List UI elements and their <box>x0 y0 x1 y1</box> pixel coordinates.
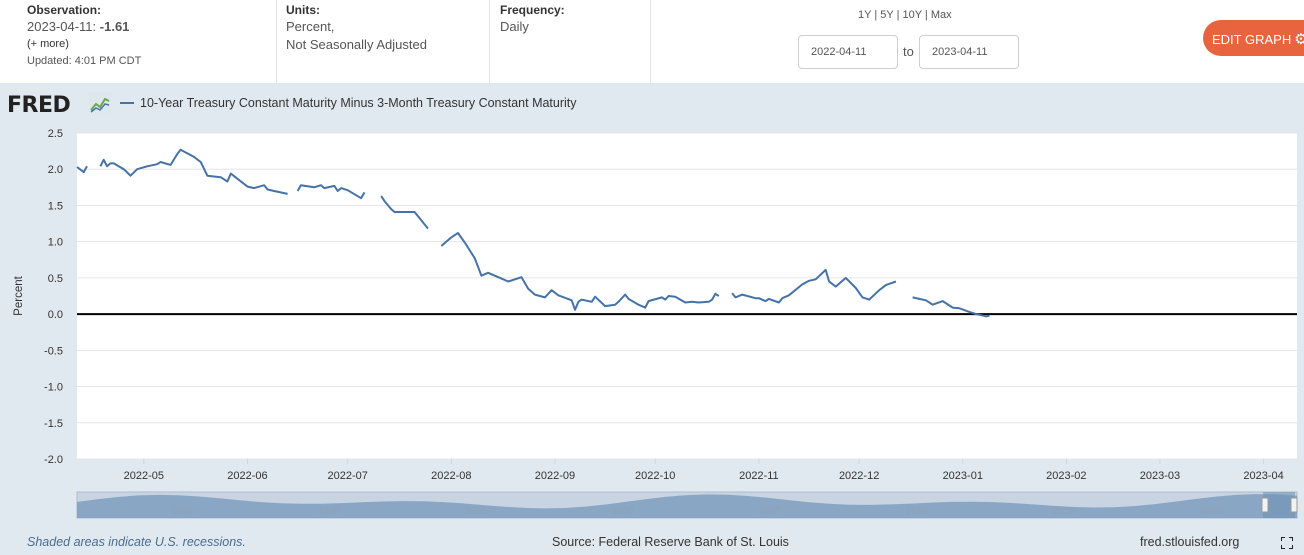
plot-area <box>77 133 1297 459</box>
x-tick-label: 2022-05 <box>124 470 164 482</box>
legend-series-name: 10-Year Treasury Constant Maturity Minus… <box>140 96 577 110</box>
navigator-tick-label: 1995 <box>465 506 488 517</box>
series-line-segment <box>731 268 897 304</box>
navigator-tick-label: 2010 <box>906 506 929 517</box>
observation-label: Observation: <box>27 3 102 17</box>
x-tick-label: 2022-12 <box>839 470 879 482</box>
y-tick-label: -0.5 <box>44 345 63 357</box>
x-tick-label: 2022-11 <box>739 470 779 482</box>
x-tick-label: 2023-04 <box>1243 470 1283 482</box>
y-axis-label: Percent <box>13 275 25 315</box>
range-links: 1Y | 5Y | 10Y | Max <box>858 9 952 21</box>
x-tick-label: 2023-03 <box>1140 470 1180 482</box>
x-tick-label: 2022-09 <box>535 470 575 482</box>
recession-note: Shaded areas indicate U.S. recessions. <box>27 535 246 549</box>
navigator-tick-label: 2005 <box>759 506 782 517</box>
series-line-segment <box>440 232 720 311</box>
fred-logo: FRED <box>7 93 71 118</box>
series-line-segment <box>912 296 990 318</box>
range-1y-link[interactable]: 1Y <box>858 9 872 21</box>
y-tick-label: 2.5 <box>48 128 63 140</box>
range-max-link[interactable]: Max <box>930 9 952 21</box>
end-date-input[interactable]: 2023-04-11 <box>919 35 1019 69</box>
y-tick-label: -1.5 <box>44 418 63 430</box>
x-tick-label: 2023-02 <box>1046 470 1086 482</box>
edit-graph-label: EDIT GRAPH <box>1212 32 1292 47</box>
x-tick-label: 2022-06 <box>227 470 267 482</box>
range-5y-link[interactable]: 5Y <box>880 9 894 21</box>
series-line-segment <box>296 184 366 200</box>
frequency-label: Frequency: <box>500 3 565 17</box>
navigator-series <box>77 494 1297 518</box>
x-tick-label: 2022-10 <box>635 470 675 482</box>
frequency-panel: Frequency: Daily <box>490 0 651 83</box>
navigator-tick-label: 1990 <box>318 506 341 517</box>
navigator-handle-right <box>1290 497 1298 513</box>
navigator-tick-label: 1985 <box>171 506 194 517</box>
y-tick-label: -2.0 <box>44 454 63 466</box>
observation-panel: Observation: 2023-04-11: -1.61 (+ more) … <box>0 0 277 83</box>
y-tick-label: 0.5 <box>48 273 63 285</box>
y-tick-label: 0.0 <box>48 309 63 321</box>
navigator-tick-label: 2015 <box>1053 506 1076 517</box>
frequency-value: Daily <box>500 19 529 34</box>
navigator-handle-left <box>1261 497 1269 513</box>
navigator-tick-label: 2000 <box>612 506 635 517</box>
gear-icon: ⚙ <box>1294 31 1304 48</box>
range-10y-link[interactable]: 10Y <box>902 9 922 21</box>
y-tick-label: 2.0 <box>48 164 63 176</box>
series-line-segment <box>99 148 288 195</box>
updated-time: Updated: 4:01 PM CDT <box>27 55 142 67</box>
x-tick-label: 2022-07 <box>328 470 368 482</box>
y-tick-label: -1.0 <box>44 382 63 394</box>
source-note: Source: Federal Reserve Bank of St. Loui… <box>552 535 789 549</box>
chart-panel: FRED 10-Year Treasury Constant Maturity … <box>0 83 1304 555</box>
more-observations-link[interactable]: (+ more) <box>27 38 69 50</box>
start-date-input[interactable]: 2022-04-11 <box>798 35 898 69</box>
x-tick-label: 2022-08 <box>431 470 471 482</box>
chart-legend[interactable]: 10-Year Treasury Constant Maturity Minus… <box>120 96 577 110</box>
edit-graph-button[interactable]: EDIT GRAPH ⚙ <box>1203 20 1304 56</box>
fred-chart-logo-icon <box>89 92 111 114</box>
series-line-segment <box>380 195 429 230</box>
units-label: Units: <box>286 3 320 17</box>
navigator-tick-label: 2020 <box>1200 506 1223 517</box>
observation-value: -1.61 <box>99 19 130 34</box>
x-tick-label: 2023-01 <box>943 470 983 482</box>
observation-date: 2023-04-11 <box>27 19 93 34</box>
units-line1: Percent, <box>286 19 335 34</box>
line-chart[interactable]: 2.5 2.0 1.5 1.0 0.5 0.0 -0.5 -1.0 -1.5 -2.0 2022-0… <box>0 123 1304 523</box>
date-range-to-label: to <box>903 44 914 59</box>
y-tick-label: 1.5 <box>48 200 63 212</box>
legend-swatch <box>120 101 134 104</box>
fullscreen-icon[interactable] <box>1281 537 1293 549</box>
series-meta-bar: Observation: 2023-04-11: -1.61 (+ more) … <box>0 0 1304 83</box>
series-line-segment <box>76 165 88 174</box>
site-link[interactable]: fred.stlouisfed.org <box>1140 535 1240 549</box>
y-tick-label: 1.0 <box>48 237 63 249</box>
units-panel: Units: Percent, Not Seasonally Adjusted <box>277 0 490 83</box>
units-line2: Not Seasonally Adjusted <box>286 37 427 52</box>
